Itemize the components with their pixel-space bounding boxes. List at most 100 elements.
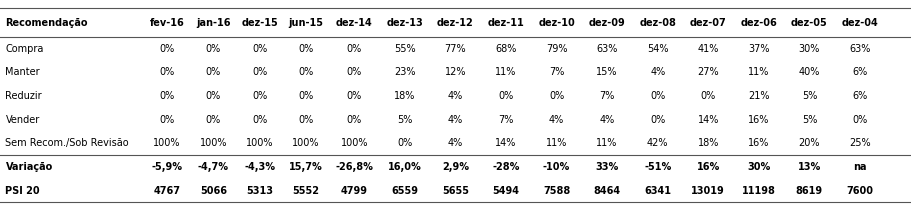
Text: dez-10: dez-10 [538,18,575,28]
Text: 0%: 0% [159,91,175,101]
Text: 4%: 4% [448,91,463,101]
Text: 77%: 77% [445,44,466,54]
Text: 0%: 0% [298,91,313,101]
Text: 0%: 0% [347,44,362,54]
Text: 11%: 11% [748,67,770,77]
Text: 41%: 41% [698,44,719,54]
Text: 7%: 7% [498,115,514,125]
Text: 68%: 68% [496,44,517,54]
Text: 13%: 13% [798,162,821,172]
Text: 4767: 4767 [154,185,180,196]
Text: -28%: -28% [492,162,519,172]
Text: 5066: 5066 [200,185,227,196]
Text: -4,3%: -4,3% [244,162,275,172]
Text: 6341: 6341 [644,185,671,196]
Text: 27%: 27% [698,67,719,77]
Text: dez-11: dez-11 [487,18,525,28]
Text: 0%: 0% [159,67,175,77]
Text: dez-08: dez-08 [640,18,676,28]
Text: dez-09: dez-09 [589,18,626,28]
Text: 8464: 8464 [594,185,620,196]
Text: -51%: -51% [644,162,671,172]
Text: 6559: 6559 [392,185,418,196]
Text: dez-13: dez-13 [386,18,424,28]
Text: 4%: 4% [650,67,665,77]
Text: 0%: 0% [206,67,221,77]
Text: 4799: 4799 [341,185,368,196]
Text: 4%: 4% [448,138,463,148]
Text: Sem Recom./Sob Revisão: Sem Recom./Sob Revisão [5,138,129,148]
Text: fev-16: fev-16 [149,18,184,28]
Text: 5%: 5% [802,115,817,125]
Text: 16,0%: 16,0% [388,162,422,172]
Text: 63%: 63% [849,44,871,54]
Text: jan-16: jan-16 [196,18,230,28]
Text: 23%: 23% [394,67,415,77]
Text: 100%: 100% [200,138,227,148]
Text: 12%: 12% [445,67,466,77]
Text: na: na [854,162,866,172]
Text: 55%: 55% [394,44,415,54]
Text: 0%: 0% [549,91,564,101]
Text: 0%: 0% [347,67,362,77]
Text: 42%: 42% [647,138,669,148]
Text: 0%: 0% [397,138,413,148]
Text: 0%: 0% [252,91,267,101]
Text: 0%: 0% [701,91,716,101]
Text: 5494: 5494 [493,185,519,196]
Text: jun-15: jun-15 [289,18,323,28]
Text: 8619: 8619 [796,185,823,196]
Text: 0%: 0% [498,91,514,101]
Text: 100%: 100% [292,138,320,148]
Text: -10%: -10% [543,162,570,172]
Text: dez-12: dez-12 [437,18,474,28]
Text: 79%: 79% [546,44,568,54]
Text: 30%: 30% [747,162,771,172]
Text: 5655: 5655 [442,185,469,196]
Text: 16%: 16% [748,115,770,125]
Text: 18%: 18% [698,138,719,148]
Text: Manter: Manter [5,67,40,77]
Text: 15%: 15% [597,67,618,77]
Text: -26,8%: -26,8% [335,162,374,172]
Text: 11198: 11198 [742,185,776,196]
Text: 5%: 5% [802,91,817,101]
Text: 37%: 37% [748,44,770,54]
Text: 40%: 40% [799,67,820,77]
Text: 54%: 54% [647,44,669,54]
Text: 25%: 25% [849,138,871,148]
Text: 7%: 7% [549,67,564,77]
Text: -5,9%: -5,9% [151,162,182,172]
Text: dez-06: dez-06 [741,18,777,28]
Text: 7%: 7% [599,91,615,101]
Text: Recomendação: Recomendação [5,18,88,28]
Text: 0%: 0% [206,44,221,54]
Text: 7600: 7600 [846,185,874,196]
Text: 0%: 0% [252,115,267,125]
Text: dez-07: dez-07 [690,18,727,28]
Text: 6%: 6% [853,67,867,77]
Text: 14%: 14% [698,115,719,125]
Text: 0%: 0% [347,115,362,125]
Text: 0%: 0% [159,115,175,125]
Text: 4%: 4% [448,115,463,125]
Text: 5313: 5313 [246,185,273,196]
Text: 0%: 0% [206,91,221,101]
Text: 11%: 11% [496,67,517,77]
Text: 18%: 18% [394,91,415,101]
Text: 14%: 14% [496,138,517,148]
Text: 33%: 33% [596,162,619,172]
Text: 0%: 0% [347,91,362,101]
Text: 63%: 63% [597,44,618,54]
Text: 0%: 0% [298,44,313,54]
Text: 0%: 0% [252,44,267,54]
Text: 21%: 21% [748,91,770,101]
Text: 0%: 0% [159,44,175,54]
Text: 30%: 30% [799,44,820,54]
Text: 100%: 100% [246,138,273,148]
Text: 16%: 16% [697,162,720,172]
Text: 100%: 100% [341,138,368,148]
Text: 16%: 16% [748,138,770,148]
Text: dez-04: dez-04 [842,18,878,28]
Text: 5%: 5% [397,115,413,125]
